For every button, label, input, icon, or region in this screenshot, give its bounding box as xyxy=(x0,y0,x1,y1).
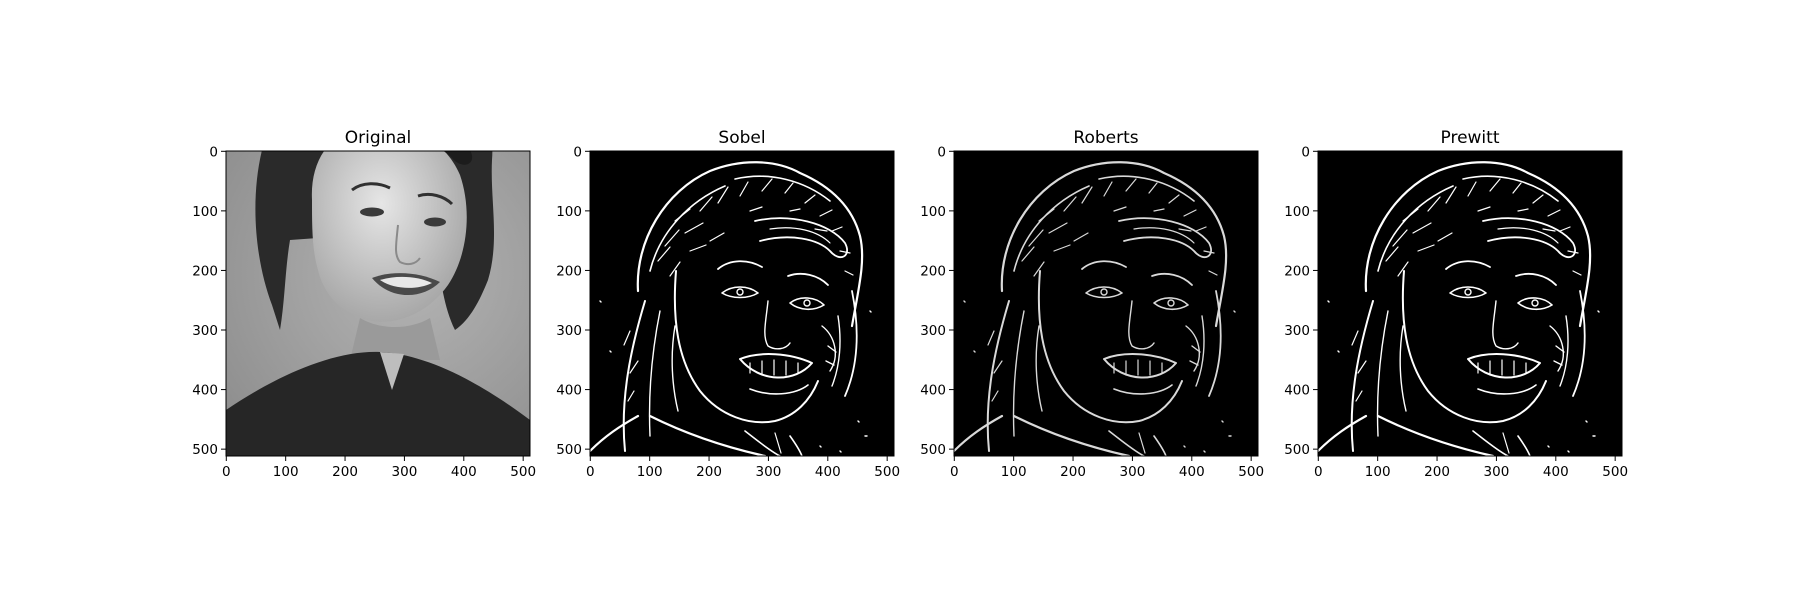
edge-map-background xyxy=(954,151,1258,456)
y-tick-label: 100 xyxy=(1284,204,1310,220)
x-tick-label: 200 xyxy=(1060,464,1086,480)
image-area xyxy=(954,151,1258,456)
y-tick-label: 0 xyxy=(1301,144,1310,160)
x-tick-label: 100 xyxy=(1365,464,1391,480)
y-tick-label: 200 xyxy=(920,263,946,279)
eyebrow-left xyxy=(351,182,391,192)
x-axis: 0 100 200 300 400 500 xyxy=(1314,456,1628,480)
nose xyxy=(395,224,421,266)
x-tick-label: 500 xyxy=(1238,464,1264,480)
eyebrow-right xyxy=(417,192,454,206)
y-axis: 0 100 200 300 400 500 xyxy=(920,144,954,458)
panel-title: Prewitt xyxy=(1441,128,1500,148)
y-tick-label: 400 xyxy=(920,383,946,399)
collar xyxy=(380,352,404,390)
x-tick-label: 400 xyxy=(451,464,477,480)
x-axis: 0 100 200 300 400 500 xyxy=(950,456,1264,480)
y-tick-label: 100 xyxy=(920,204,946,220)
panel-title: Original xyxy=(345,128,412,148)
y-tick-label: 300 xyxy=(920,323,946,339)
y-tick-label: 200 xyxy=(1284,263,1310,279)
y-axis: 0 100 200 300 400 500 xyxy=(556,144,590,458)
panel-title: Sobel xyxy=(718,128,765,148)
x-tick-label: 0 xyxy=(1314,464,1323,480)
axes-frame xyxy=(225,150,531,457)
eye-left xyxy=(360,207,384,217)
y-tick-label: 500 xyxy=(192,442,218,458)
x-tick-label: 100 xyxy=(1001,464,1027,480)
y-tick-label: 500 xyxy=(920,442,946,458)
x-tick-label: 400 xyxy=(1179,464,1205,480)
x-tick-label: 400 xyxy=(1543,464,1569,480)
panel-roberts: Roberts 0 100 200 300 400 500 0 100 200 300 400 50… xyxy=(920,128,1264,480)
axes-frame xyxy=(953,150,1259,457)
edge-map-background xyxy=(1318,151,1622,456)
y-tick-label: 400 xyxy=(192,383,218,399)
x-tick-label: 200 xyxy=(332,464,358,480)
x-tick-label: 100 xyxy=(273,464,299,480)
eye-right xyxy=(424,217,446,227)
axes-frame xyxy=(589,150,895,457)
y-tick-label: 300 xyxy=(192,323,218,339)
y-tick-label: 0 xyxy=(209,144,218,160)
hair-curl xyxy=(443,151,472,165)
y-tick-label: 0 xyxy=(573,144,582,160)
x-axis: 0 100 200 300 400 500 xyxy=(222,456,536,480)
y-tick-label: 200 xyxy=(556,263,582,279)
x-tick-label: 200 xyxy=(696,464,722,480)
y-axis: 0 100 200 300 400 500 xyxy=(1284,144,1318,458)
image-area xyxy=(1318,151,1622,456)
y-tick-label: 0 xyxy=(937,144,946,160)
y-tick-label: 300 xyxy=(556,323,582,339)
y-tick-label: 400 xyxy=(556,383,582,399)
x-tick-label: 500 xyxy=(510,464,536,480)
image-area xyxy=(590,151,894,456)
y-tick-label: 100 xyxy=(192,204,218,220)
image-area xyxy=(226,151,530,456)
x-tick-label: 500 xyxy=(1602,464,1628,480)
x-tick-label: 0 xyxy=(586,464,595,480)
x-axis: 0 100 200 300 400 500 xyxy=(586,456,900,480)
panel-sobel: Sobel 0 100 200 300 400 500 0 100 200 300 400 500 xyxy=(556,128,900,480)
y-tick-label: 500 xyxy=(1284,442,1310,458)
x-tick-label: 0 xyxy=(950,464,959,480)
panel-prewitt: Prewitt 0 100 200 300 400 500 0 100 200 300 400 50… xyxy=(1284,128,1628,480)
x-tick-label: 200 xyxy=(1424,464,1450,480)
edge-map-background xyxy=(590,151,894,456)
y-axis: 0 100 200 300 400 500 xyxy=(192,144,226,458)
x-tick-label: 300 xyxy=(392,464,418,480)
x-tick-label: 300 xyxy=(756,464,782,480)
y-tick-label: 400 xyxy=(1284,383,1310,399)
y-tick-label: 500 xyxy=(556,442,582,458)
x-tick-label: 300 xyxy=(1484,464,1510,480)
x-tick-label: 0 xyxy=(222,464,231,480)
x-tick-label: 100 xyxy=(637,464,663,480)
axes-frame xyxy=(1317,150,1623,457)
neck xyxy=(350,318,440,360)
y-tick-label: 200 xyxy=(192,263,218,279)
teeth xyxy=(380,276,432,288)
y-tick-label: 300 xyxy=(1284,323,1310,339)
panel-original: Original 0 100 200 300 400 500 xyxy=(192,128,536,480)
panel-title: Roberts xyxy=(1073,128,1138,148)
x-tick-label: 400 xyxy=(815,464,841,480)
y-tick-label: 100 xyxy=(556,204,582,220)
x-tick-label: 500 xyxy=(874,464,900,480)
clothing xyxy=(226,351,530,456)
x-tick-label: 300 xyxy=(1120,464,1146,480)
